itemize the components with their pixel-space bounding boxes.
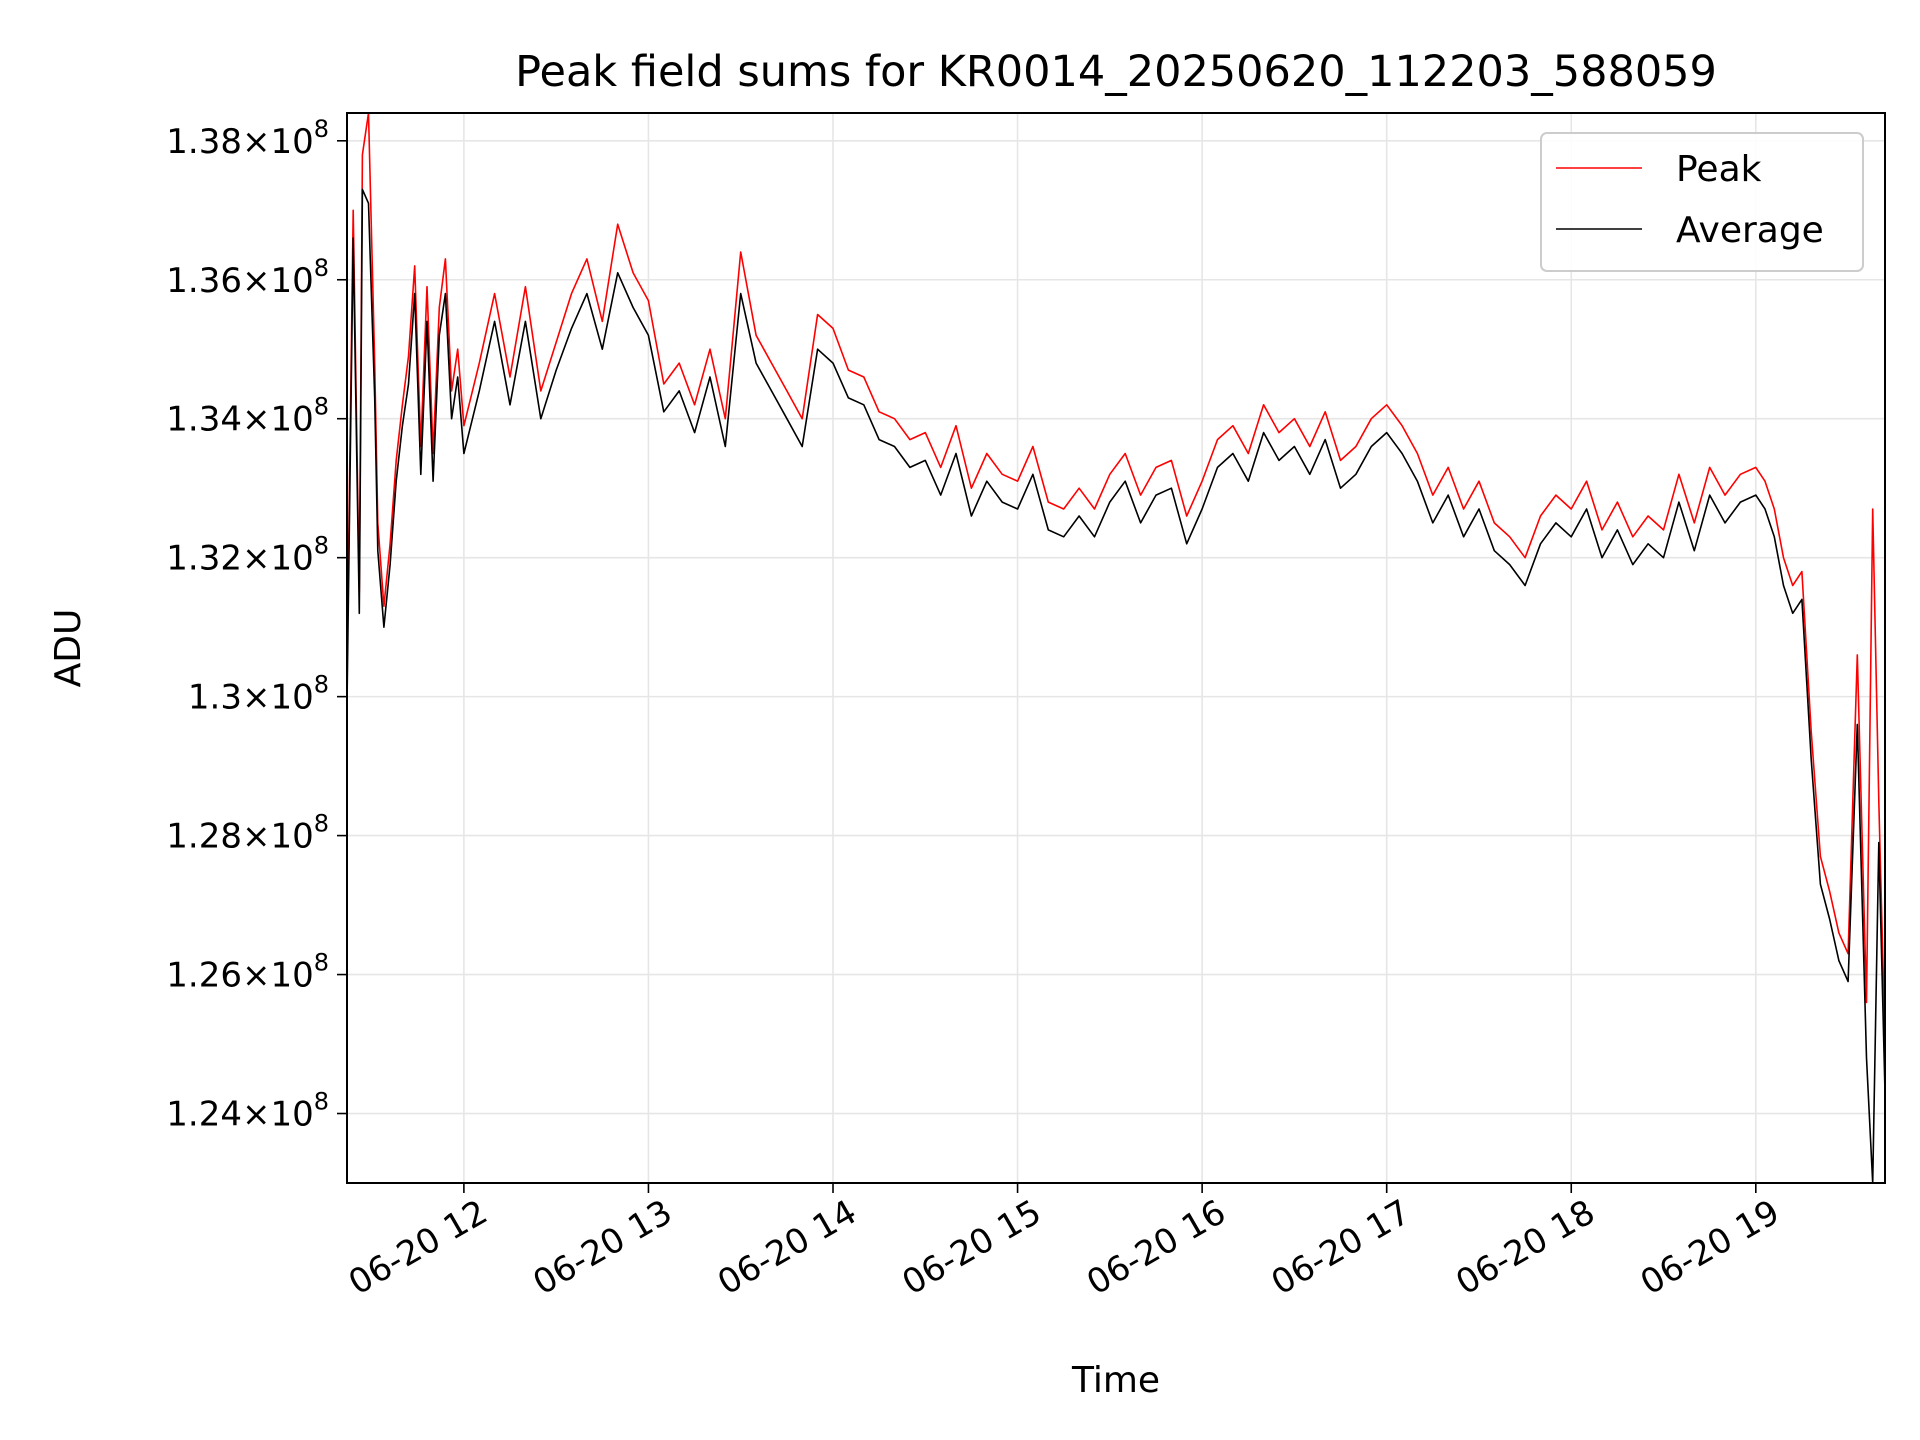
plot-area-frame bbox=[346, 112, 1886, 1184]
x-axis-label: Time bbox=[1071, 1360, 1160, 1401]
grid bbox=[347, 113, 1885, 1183]
legend-label-peak: Peak bbox=[1676, 149, 1762, 190]
y-tick-label: 1.26×108 bbox=[166, 949, 329, 996]
y-tick-label: 1.3×108 bbox=[188, 671, 329, 718]
y-tick-label: 1.34×108 bbox=[166, 393, 329, 440]
y-tick-label: 1.24×108 bbox=[166, 1088, 329, 1135]
legend: Peak Average bbox=[1540, 132, 1864, 272]
series-line-average bbox=[346, 188, 1886, 1184]
y-axis-label: ADU bbox=[48, 609, 89, 688]
series-layer bbox=[346, 112, 1886, 1184]
y-tick-label: 1.32×108 bbox=[166, 532, 329, 579]
chart-title: Peak field sums for KR0014_20250620_1122… bbox=[515, 47, 1717, 97]
series-line-peak bbox=[346, 112, 1886, 1045]
y-tick-label: 1.28×108 bbox=[166, 810, 329, 857]
y-tick-label: 1.36×108 bbox=[166, 254, 329, 301]
legend-label-average: Average bbox=[1676, 210, 1824, 251]
y-tick-label: 1.38×108 bbox=[166, 115, 329, 162]
